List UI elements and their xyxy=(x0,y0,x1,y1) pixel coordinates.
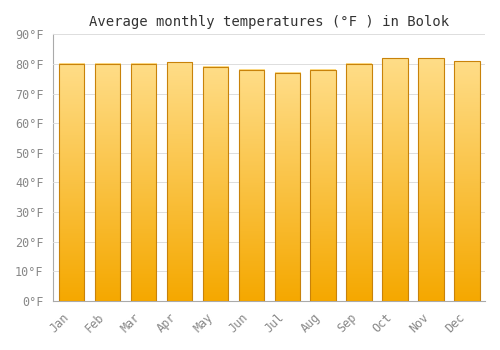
Bar xyxy=(94,64,120,301)
Bar xyxy=(166,63,192,301)
Bar xyxy=(310,70,336,301)
Bar xyxy=(274,73,299,301)
Bar xyxy=(130,64,156,301)
Title: Average monthly temperatures (°F ) in Bolok: Average monthly temperatures (°F ) in Bo… xyxy=(89,15,449,29)
Bar xyxy=(238,70,264,301)
Bar xyxy=(346,64,372,301)
Bar xyxy=(202,67,228,301)
Bar xyxy=(418,58,444,301)
Bar xyxy=(58,64,84,301)
Bar xyxy=(382,58,407,301)
Bar xyxy=(454,61,479,301)
